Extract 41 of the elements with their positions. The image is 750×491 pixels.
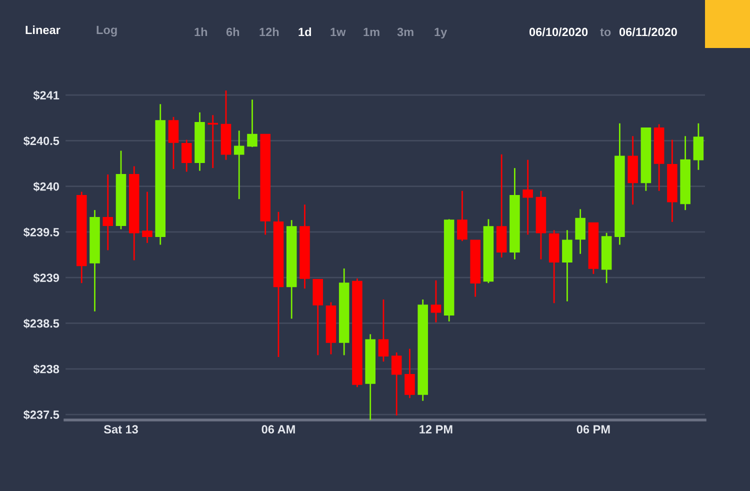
text: 1d bbox=[298, 28, 311, 36]
candlestick bbox=[168, 116, 179, 170]
candlestick bbox=[391, 352, 402, 416]
candlestick bbox=[457, 190, 468, 242]
text: 1m bbox=[364, 28, 380, 36]
text: 06/11/2020 bbox=[619, 28, 677, 36]
y-tick-label: $239.5 bbox=[23, 227, 60, 238]
candlestick bbox=[562, 229, 572, 302]
candlestick bbox=[142, 191, 152, 244]
y-tick-label: $241 bbox=[33, 90, 60, 100]
x-tick-label: Sat 13 bbox=[104, 425, 138, 434]
x-tick-label: 06 AM bbox=[262, 425, 295, 434]
text: 1y bbox=[434, 28, 448, 39]
y-tick-label: $239 bbox=[33, 273, 60, 283]
text: 06/10/2020 bbox=[529, 28, 588, 36]
candlestick bbox=[430, 280, 442, 324]
text: to bbox=[600, 28, 611, 36]
candlestick bbox=[234, 130, 244, 200]
y-tick-label: $240.5 bbox=[23, 136, 60, 146]
text: Log bbox=[96, 26, 117, 37]
text: Linear bbox=[26, 26, 60, 34]
text: 6h bbox=[226, 28, 240, 36]
y-tick-label: $238 bbox=[33, 364, 60, 374]
candlestick bbox=[378, 298, 389, 362]
y-tick-label: $237.5 bbox=[23, 410, 60, 420]
y-tick-label: $240 bbox=[33, 182, 59, 192]
candlestick bbox=[522, 159, 533, 236]
candlestick bbox=[575, 208, 586, 255]
candlestick bbox=[247, 98, 258, 148]
text: 12h bbox=[260, 28, 279, 36]
x-tick-label: 06 PM bbox=[576, 425, 610, 434]
text: 1w bbox=[330, 28, 346, 36]
x-tick-label: 12 PM bbox=[420, 425, 452, 434]
candlestick bbox=[693, 122, 704, 171]
candlestick bbox=[208, 114, 218, 169]
candlestick bbox=[181, 139, 192, 172]
candlestick bbox=[102, 174, 114, 251]
text: 3m bbox=[397, 28, 414, 36]
candlestick bbox=[404, 348, 415, 399]
text: 1h bbox=[194, 28, 208, 36]
y-tick-label: $238.5 bbox=[23, 318, 60, 328]
